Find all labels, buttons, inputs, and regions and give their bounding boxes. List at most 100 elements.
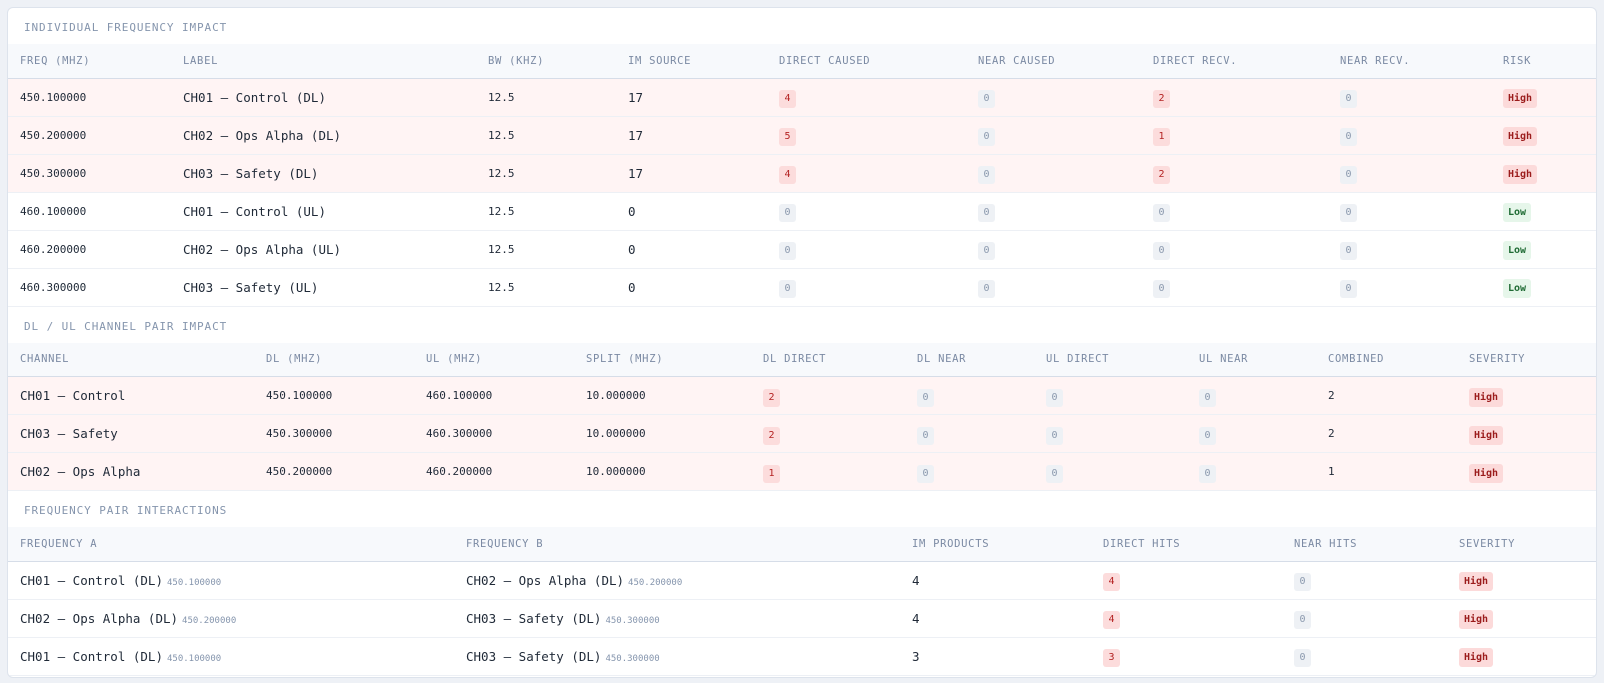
table-row[interactable]: 460.300000 CH03 — Safety (UL) 12.5 0 0 0…: [8, 268, 1596, 307]
col-combined-header[interactable]: COMBINED: [1316, 342, 1457, 377]
frequency-b-cell: CH02 — Ops Alpha (DL) 450.200000: [454, 561, 900, 600]
channel-cell: CH01 — Control: [8, 376, 254, 415]
bw-cell: 12.5: [476, 78, 616, 117]
bw-cell: 12.5: [476, 116, 616, 155]
channel-cell: CH03 — Safety: [8, 414, 254, 453]
col-direct-caused-header[interactable]: DIRECT CAUSED: [767, 44, 966, 79]
count-pill: 0: [978, 166, 995, 184]
direct-recv-cell: 0: [1141, 192, 1328, 231]
table-header-row: CHANNEL DL (MHZ) UL (MHZ) SPLIT (MHZ) DL…: [8, 342, 1596, 377]
near-caused-cell: 0: [966, 230, 1141, 269]
split-cell: 10.000000: [574, 376, 751, 415]
col-im-products-header[interactable]: IM PRODUCTS: [900, 527, 1091, 562]
col-im-source-header[interactable]: IM SOURCE: [616, 44, 767, 79]
table-row[interactable]: CH01 — Control 450.100000 460.100000 10.…: [8, 376, 1596, 415]
count-pill: 0: [1294, 611, 1311, 629]
col-ul-header[interactable]: UL (MHZ): [414, 342, 574, 377]
severity-badge: High: [1459, 610, 1494, 629]
severity-badge: High: [1459, 648, 1494, 667]
ul-near-cell: 0: [1187, 376, 1316, 415]
col-ul-direct-header[interactable]: UL DIRECT: [1034, 342, 1187, 377]
col-severity-header[interactable]: SEVERITY: [1447, 527, 1596, 562]
table-row[interactable]: CH03 — Safety 450.300000 460.300000 10.0…: [8, 414, 1596, 453]
col-frequency-a-header[interactable]: FREQUENCY A: [8, 527, 454, 562]
count-pill: 0: [1199, 426, 1216, 445]
direct-recv-cell: 0: [1141, 230, 1328, 269]
table-row[interactable]: 450.300000 CH03 — Safety (DL) 12.5 17 4 …: [8, 154, 1596, 193]
severity-cell: High: [1457, 414, 1596, 453]
table-row[interactable]: 460.100000 CH01 — Control (UL) 12.5 0 0 …: [8, 192, 1596, 231]
frequency-a-label: CH01 — Control (DL): [20, 648, 163, 664]
count-pill: 0: [1153, 280, 1170, 298]
count-pill: 0: [917, 464, 934, 483]
direct-recv-cell: 2: [1141, 78, 1328, 117]
col-bw-header[interactable]: BW (KHZ): [476, 44, 616, 79]
col-near-caused-header[interactable]: NEAR CAUSED: [966, 44, 1141, 79]
severity-badge: High: [1469, 463, 1504, 483]
dl-near-cell: 0: [905, 452, 1034, 491]
count-pill: 0: [1340, 280, 1357, 298]
col-dl-near-header[interactable]: DL NEAR: [905, 342, 1034, 377]
count-pill: 0: [1340, 242, 1357, 260]
col-freq-header[interactable]: FREQ (MHZ): [8, 44, 171, 79]
dl-near-cell: 0: [905, 414, 1034, 453]
near-recv-cell: 0: [1328, 116, 1491, 155]
bw-cell: 12.5: [476, 230, 616, 269]
risk-cell: High: [1491, 78, 1596, 117]
count-pill: 1: [763, 464, 780, 483]
channel-cell: CH02 — Ops Alpha: [8, 452, 254, 491]
dl-near-cell: 0: [905, 376, 1034, 415]
count-pill: 2: [763, 388, 780, 407]
frequency-b-value: 450.300000: [605, 615, 660, 626]
direct-recv-cell: 1: [1141, 116, 1328, 155]
im-source-cell: 0: [616, 192, 767, 231]
direct-hits-cell: 4: [1091, 561, 1282, 600]
im-source-cell: 17: [616, 154, 767, 193]
severity-badge: High: [1469, 425, 1504, 445]
split-cell: 10.000000: [574, 414, 751, 453]
col-split-header[interactable]: SPLIT (MHZ): [574, 342, 751, 377]
table-row[interactable]: 450.100000 CH01 — Control (DL) 12.5 17 4…: [8, 78, 1596, 117]
frequency-b-label: CH02 — Ops Alpha (DL): [466, 572, 625, 588]
count-pill: 4: [1103, 573, 1120, 591]
count-pill: 2: [763, 426, 780, 445]
label-cell: CH02 — Ops Alpha (UL): [171, 230, 476, 269]
dl-direct-cell: 1: [751, 452, 905, 491]
col-channel-header[interactable]: CHANNEL: [8, 342, 254, 377]
count-pill: 1: [1153, 128, 1170, 146]
frequency-b-cell: CH03 — Safety (DL) 450.300000: [454, 599, 900, 638]
count-pill: 0: [917, 388, 934, 407]
table-row[interactable]: CH01 — Control (DL) 450.100000 CH02 — Ops…: [8, 561, 1596, 600]
col-severity-header[interactable]: SEVERITY: [1457, 342, 1596, 377]
pairs-section-title: DL / UL CHANNEL PAIR IMPACT: [24, 319, 228, 333]
frequency-pair-table: FREQUENCY A FREQUENCY B IM PRODUCTS DIRE…: [8, 527, 1596, 676]
col-direct-recv-header[interactable]: DIRECT RECV.: [1141, 44, 1328, 79]
table-row[interactable]: CH02 — Ops Alpha 450.200000 460.200000 1…: [8, 452, 1596, 491]
col-near-recv-header[interactable]: NEAR RECV.: [1328, 44, 1491, 79]
col-frequency-b-header[interactable]: FREQUENCY B: [454, 527, 900, 562]
label-cell: CH03 — Safety (DL): [171, 154, 476, 193]
table-row[interactable]: 450.200000 CH02 — Ops Alpha (DL) 12.5 17…: [8, 116, 1596, 155]
table-row[interactable]: CH01 — Control (DL) 450.100000 CH03 — Saf…: [8, 637, 1596, 676]
im-source-cell: 0: [616, 230, 767, 269]
col-risk-header[interactable]: RISK: [1491, 44, 1596, 79]
col-label-header[interactable]: LABEL: [171, 44, 476, 79]
frequency-b-label: CH03 — Safety (DL): [466, 648, 602, 664]
freq-cell: 460.100000: [8, 192, 171, 231]
count-pill: 0: [1294, 649, 1311, 667]
col-dl-header[interactable]: DL (MHZ): [254, 342, 414, 377]
bw-cell: 12.5: [476, 192, 616, 231]
table-row[interactable]: 460.200000 CH02 — Ops Alpha (UL) 12.5 0 …: [8, 230, 1596, 269]
bw-cell: 12.5: [476, 268, 616, 307]
count-pill: 0: [779, 204, 796, 222]
col-ul-near-header[interactable]: UL NEAR: [1187, 342, 1316, 377]
count-pill: 0: [1340, 90, 1357, 108]
frequency-a-value: 450.100000: [167, 653, 222, 664]
col-dl-direct-header[interactable]: DL DIRECT: [751, 342, 905, 377]
direct-caused-cell: 4: [767, 78, 966, 117]
frequency-b-value: 450.300000: [605, 653, 660, 664]
table-row[interactable]: CH02 — Ops Alpha (DL) 450.200000 CH03 — S…: [8, 599, 1596, 638]
col-near-hits-header[interactable]: NEAR HITS: [1282, 527, 1447, 562]
col-direct-hits-header[interactable]: DIRECT HITS: [1091, 527, 1282, 562]
count-pill: 0: [1199, 388, 1216, 407]
